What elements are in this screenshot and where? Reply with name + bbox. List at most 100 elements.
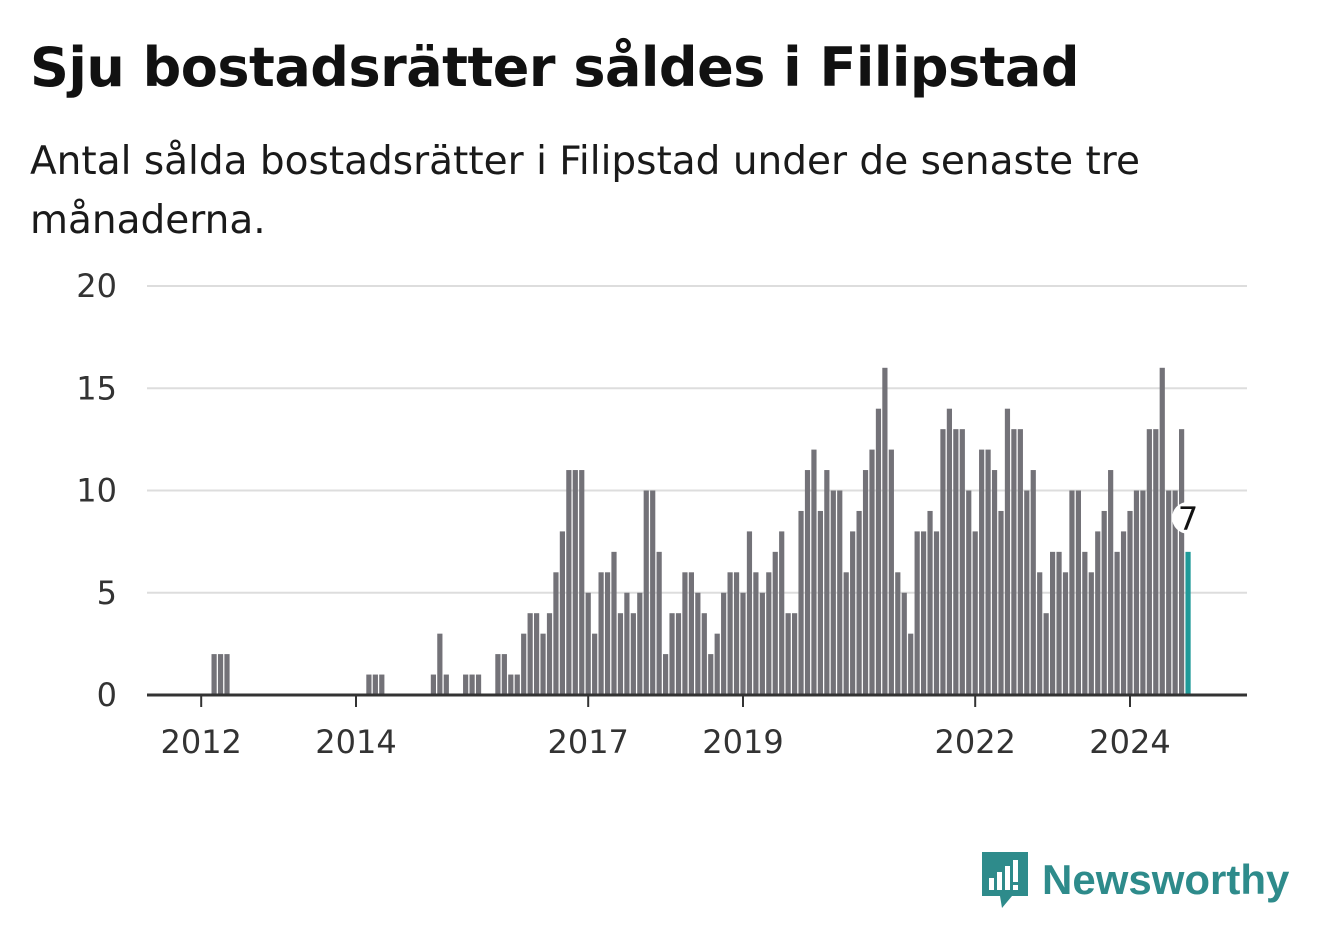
bar xyxy=(1024,490,1030,695)
bar xyxy=(224,654,230,695)
bar xyxy=(1082,551,1088,695)
x-tick-label: 2019 xyxy=(702,723,783,761)
bar xyxy=(1172,490,1178,695)
bars xyxy=(211,367,1191,695)
bar xyxy=(630,613,636,695)
gridlines xyxy=(147,285,1247,594)
bar xyxy=(785,613,791,695)
bar xyxy=(779,531,785,695)
bar xyxy=(908,633,914,695)
bar xyxy=(733,572,740,695)
bar xyxy=(714,633,720,695)
bar xyxy=(559,531,565,695)
bar xyxy=(592,633,598,695)
bar xyxy=(1179,429,1185,695)
chart-title: Sju bostadsrätter såldes i Filipstad xyxy=(30,36,1080,99)
bar xyxy=(379,674,385,695)
bar xyxy=(998,510,1004,695)
bar xyxy=(772,551,778,695)
bar xyxy=(372,674,378,695)
bar xyxy=(475,674,482,695)
bar xyxy=(953,429,959,695)
bar xyxy=(1062,572,1069,695)
bar xyxy=(579,470,585,695)
bar xyxy=(1140,490,1146,695)
bar xyxy=(604,572,611,695)
bar xyxy=(798,510,804,695)
bar xyxy=(979,449,985,695)
bar xyxy=(1088,572,1094,695)
bar xyxy=(1153,429,1159,695)
bar xyxy=(843,572,849,695)
bar xyxy=(566,470,572,695)
bar xyxy=(1095,531,1101,695)
bar xyxy=(611,551,617,695)
chart-subtitle: Antal sålda bostadsrätter i Filipstad un… xyxy=(30,139,1140,243)
highlight-value-label: 7 xyxy=(1178,500,1198,538)
highlight-bar xyxy=(1185,551,1191,695)
brand-name: Newsworthy xyxy=(1042,856,1290,903)
bar xyxy=(617,613,624,695)
bar xyxy=(837,490,843,695)
bar xyxy=(669,613,675,695)
y-tick-label: 5 xyxy=(97,574,117,612)
bar xyxy=(469,674,475,695)
bar xyxy=(1056,551,1062,695)
bar xyxy=(1004,408,1011,695)
bar xyxy=(811,449,817,695)
bar xyxy=(1017,429,1023,695)
bar xyxy=(217,654,224,695)
bar xyxy=(534,613,540,695)
x-tick-label: 2014 xyxy=(315,723,396,761)
bar xyxy=(862,470,869,695)
bar xyxy=(759,592,765,695)
bar xyxy=(921,531,927,695)
bar xyxy=(1075,490,1081,695)
bar xyxy=(540,633,546,695)
bar xyxy=(1011,429,1017,695)
bar xyxy=(940,429,946,695)
bar xyxy=(527,613,533,695)
bar xyxy=(553,572,559,695)
bar xyxy=(875,408,882,695)
bar xyxy=(895,572,901,695)
bar xyxy=(1159,367,1165,695)
bar xyxy=(682,572,688,695)
bar xyxy=(1043,613,1049,695)
x-tick-label: 2022 xyxy=(934,723,1015,761)
annotations: 7 xyxy=(1172,500,1205,538)
bar xyxy=(637,592,643,695)
bar xyxy=(521,633,527,695)
bar xyxy=(650,490,656,695)
bar xyxy=(366,674,372,695)
bar xyxy=(708,654,714,695)
bar xyxy=(882,367,888,695)
bar xyxy=(1120,531,1127,695)
y-tick-label: 10 xyxy=(76,472,117,510)
bar xyxy=(1030,470,1036,695)
bar xyxy=(721,592,727,695)
x-tick-label: 2012 xyxy=(160,723,241,761)
bar xyxy=(740,592,746,695)
y-tick-label: 15 xyxy=(76,369,117,407)
bar xyxy=(501,654,507,695)
bar xyxy=(888,449,894,695)
bar xyxy=(991,470,998,695)
newsworthy-logo-icon xyxy=(982,852,1028,908)
bar xyxy=(695,592,701,695)
y-tick-label: 20 xyxy=(76,267,117,305)
brand-logo: Newsworthy xyxy=(980,850,1289,910)
bar xyxy=(966,490,972,695)
bar xyxy=(675,613,682,695)
bar xyxy=(688,572,694,695)
bar xyxy=(624,592,630,695)
bar xyxy=(727,572,733,695)
bar xyxy=(985,449,991,695)
value-label-background xyxy=(1172,501,1205,534)
x-tick-label: 2017 xyxy=(547,723,628,761)
x-tick-label: 2024 xyxy=(1089,723,1170,761)
bar xyxy=(830,490,836,695)
bar xyxy=(514,674,520,695)
bar xyxy=(443,674,449,695)
bar xyxy=(598,572,604,695)
